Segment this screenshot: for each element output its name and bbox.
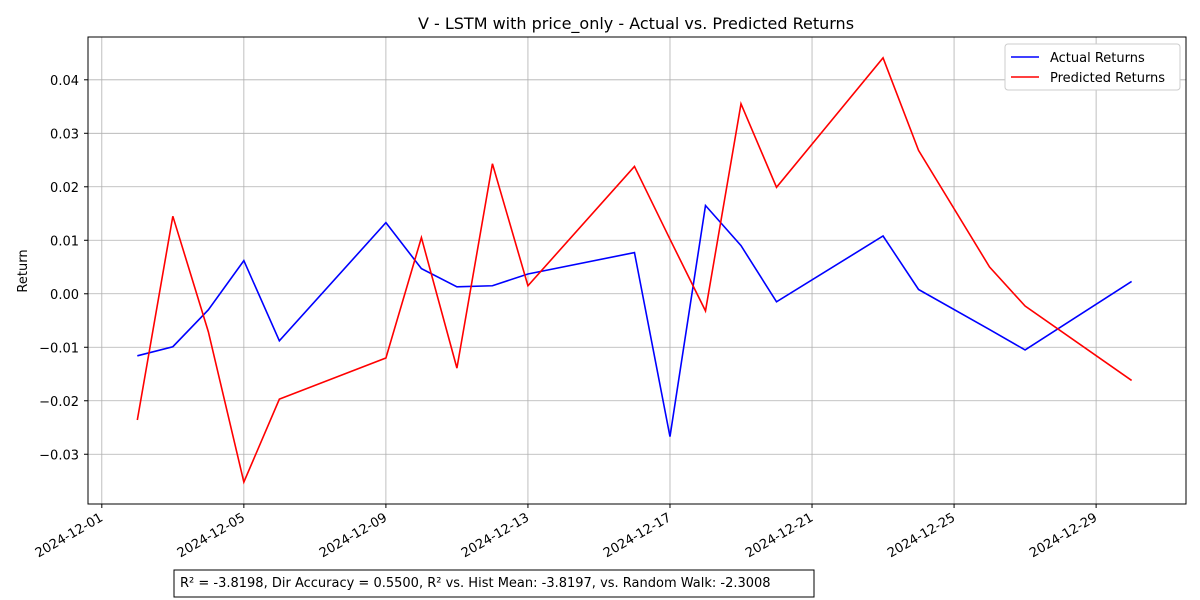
y-tick-label: 0.04 <box>50 74 79 89</box>
y-tick-label: 0.03 <box>50 127 79 142</box>
series-line <box>137 203 1133 437</box>
x-tick-label: 2024-12-25 <box>885 510 958 561</box>
y-tick-label: 0.01 <box>50 234 79 249</box>
y-tick-label: 0.00 <box>50 288 79 303</box>
x-tick-label: 2024-12-17 <box>601 510 674 561</box>
plot-frame <box>87 36 1187 505</box>
legend-label: Predicted Returns <box>1050 71 1165 86</box>
chart-title: V - LSTM with price_only - Actual vs. Pr… <box>418 14 854 34</box>
x-tick-label: 2024-12-09 <box>317 510 390 561</box>
x-tick-label: 2024-12-01 <box>33 510 106 561</box>
y-tick-label: −0.02 <box>39 395 79 410</box>
legend-frame <box>1004 43 1181 91</box>
x-tick-label: 2024-12-29 <box>1027 510 1100 561</box>
y-axis-label: Return <box>16 249 31 292</box>
grid <box>88 37 1186 504</box>
annotation-box: R² = -3.8198, Dir Accuracy = 0.5500, R² … <box>173 569 815 598</box>
x-tick-label: 2024-12-05 <box>175 510 248 561</box>
y-tick-label: −0.03 <box>39 448 79 463</box>
y-tick-label: −0.01 <box>39 341 79 356</box>
annotation-frame <box>173 569 815 598</box>
series-line <box>136 56 1133 485</box>
x-tick-label: 2024-12-13 <box>459 510 532 561</box>
legend: Actual Returns Predicted Returns <box>1004 43 1181 91</box>
legend-label: Actual Returns <box>1050 51 1145 66</box>
x-tick-label: 2024-12-21 <box>743 510 816 561</box>
y-tick-label: 0.02 <box>50 181 79 196</box>
annotation: R² = -3.8198, Dir Accuracy = 0.5500, R² … <box>180 576 771 591</box>
